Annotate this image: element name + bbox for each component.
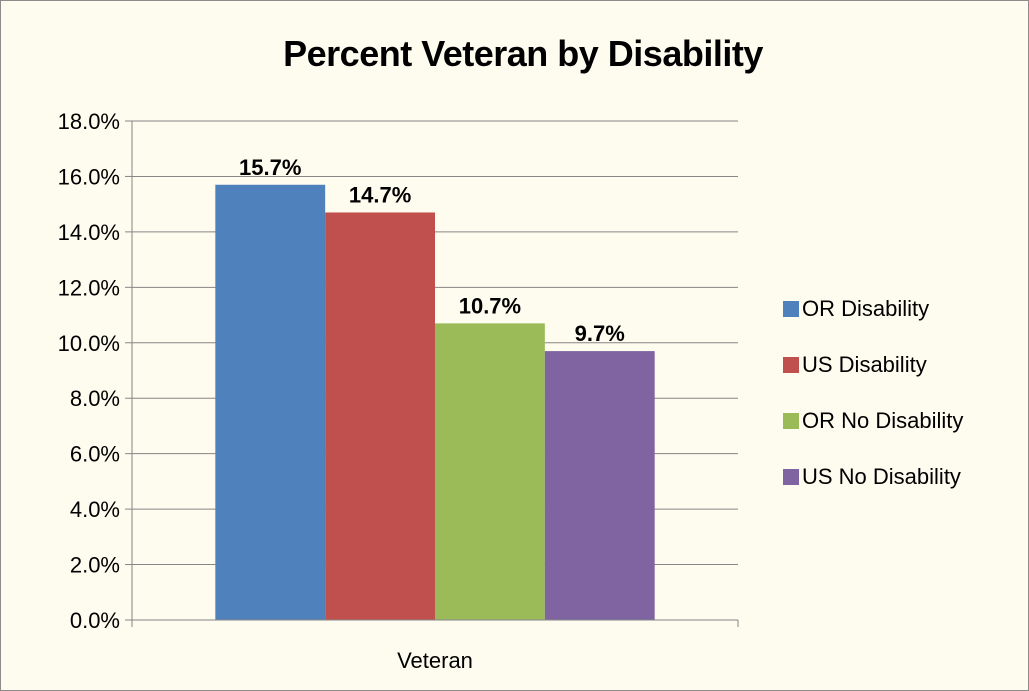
y-tick-label: 4.0% <box>70 497 120 522</box>
bar-or-no-disability <box>435 323 545 620</box>
bar-or-disability <box>215 184 326 620</box>
bar-us-disability <box>325 212 435 620</box>
chart-title: Percent Veteran by Disability <box>283 33 763 74</box>
y-tick-label: 6.0% <box>70 442 120 467</box>
y-tick-label: 10.0% <box>58 331 120 356</box>
data-label-us-no-disability: 9.7% <box>575 321 625 346</box>
legend-item-or-disability: OR Disability <box>783 291 963 327</box>
legend-swatch-us-no-disability <box>783 469 799 485</box>
legend-item-us-disability: US Disability <box>783 347 963 383</box>
y-tick-label: 16.0% <box>58 164 120 189</box>
data-label-us-disability: 14.7% <box>349 182 411 207</box>
legend-label-or-disability: OR Disability <box>802 296 930 321</box>
legend-label-us-disability: US Disability <box>802 352 927 377</box>
x-category-label: Veteran <box>397 648 473 673</box>
legend-swatch-or-disability <box>783 301 799 317</box>
legend-item-us-no-disability: US No Disability <box>783 459 963 495</box>
bar-us-no-disability <box>544 351 655 620</box>
legend-swatch-or-no-disability <box>783 413 799 429</box>
data-label-or-no-disability: 10.7% <box>459 293 521 318</box>
legend-label-us-no-disability: US No Disability <box>802 464 961 489</box>
legend-item-or-no-disability: OR No Disability <box>783 403 963 439</box>
y-tick-label: 0.0% <box>70 608 120 633</box>
y-tick-label: 14.0% <box>58 220 120 245</box>
data-label-or-disability: 15.7% <box>239 155 301 180</box>
y-tick-label: 8.0% <box>70 386 120 411</box>
legend-label-or-no-disability: OR No Disability <box>802 408 964 433</box>
y-tick-label: 12.0% <box>58 275 120 300</box>
legend: OR Disability US Disability OR No Disabi… <box>783 291 963 515</box>
y-tick-label: 2.0% <box>70 553 120 578</box>
legend-swatch-us-disability <box>783 357 799 373</box>
y-tick-label: 18.0% <box>58 109 120 134</box>
